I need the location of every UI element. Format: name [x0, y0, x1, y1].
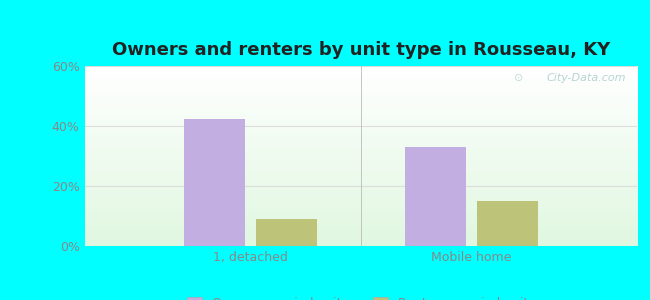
- Title: Owners and renters by unit type in Rousseau, KY: Owners and renters by unit type in Rouss…: [112, 41, 610, 59]
- Bar: [255, 219, 317, 246]
- Bar: [184, 118, 245, 246]
- Text: City-Data.com: City-Data.com: [547, 73, 626, 83]
- Legend: Owner occupied units, Renter occupied units: Owner occupied units, Renter occupied un…: [182, 292, 540, 300]
- Bar: [405, 147, 466, 246]
- Bar: [476, 201, 538, 246]
- Text: ⊙: ⊙: [514, 73, 524, 83]
